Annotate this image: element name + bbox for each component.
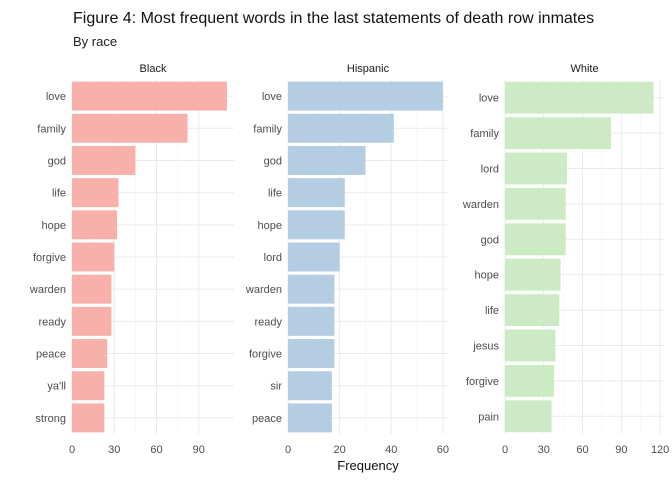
bar-black [72,242,115,272]
x-tick-label: 40 [385,444,397,456]
chart-title: Figure 4: Most frequent words in the las… [73,10,594,27]
panel-hispanic: Hispanic 0 20 40 60 love family god life hope lord… [245,63,449,456]
panels-group: Black 0 30 60 90 love family god life hope forgive… [29,63,669,456]
category-label: life [52,188,66,200]
bar-white [505,152,568,185]
bar-white [505,329,556,362]
x-tick-label: 20 [333,444,345,456]
bar-black [72,339,108,369]
bar-black [72,210,118,240]
bar-hispanic [288,145,366,175]
x-tick-label: 0 [285,444,291,456]
bar-black [72,145,136,175]
bar-hispanic [288,210,345,240]
category-label: peace [252,413,282,425]
category-label: hope [258,220,282,232]
bar-hispanic [288,403,332,433]
category-label: love [262,91,282,103]
bar-hispanic [288,274,335,304]
x-tick-label: 30 [108,444,120,456]
bar-black [72,274,112,304]
bar-hispanic [288,81,443,111]
category-label: forgive [466,376,499,388]
chart-subtitle: By race [73,34,117,49]
category-label: hope [475,270,499,282]
category-label: pain [478,411,499,423]
category-label: lord [264,252,282,264]
panel-black: Black 0 30 60 90 love family god life hope forgive… [29,63,234,456]
panel-strip-label: White [570,63,598,75]
category-label: strong [35,413,66,425]
x-tick-label: 30 [538,444,550,456]
bar-hispanic [288,339,335,369]
x-axis-label: Frequency [337,458,399,473]
bar-hispanic [288,306,335,336]
panel-strip-label: Hispanic [347,63,390,75]
panel-strip-label: Black [140,63,167,75]
bar-black [72,113,188,143]
x-tick-label: 60 [576,444,588,456]
category-label: god [264,155,282,167]
category-label: family [253,123,282,135]
category-label: god [48,155,66,167]
x-tick-label: 0 [502,444,508,456]
category-label: love [479,93,499,105]
category-label: forgive [33,252,66,264]
category-label: warden [245,284,282,296]
x-tick-label: 60 [437,444,449,456]
category-label: ready [38,316,66,328]
bar-white [505,400,552,433]
bar-hispanic [288,113,394,143]
category-label: ready [254,316,282,328]
category-label: love [46,91,66,103]
bar-white [505,223,566,256]
category-label: family [470,128,499,140]
bar-hispanic [288,371,332,401]
category-label: family [37,123,66,135]
category-label: hope [42,220,66,232]
category-label: peace [36,349,66,361]
category-label: forgive [249,349,282,361]
category-label: warden [29,284,66,296]
x-tick-label: 0 [69,444,75,456]
bar-black [72,371,105,401]
category-label: sir [270,381,282,393]
category-label: life [485,305,499,317]
category-label: warden [462,199,499,211]
bar-hispanic [288,178,345,208]
bar-white [505,117,611,150]
x-tick-label: 120 [651,444,669,456]
bar-white [505,364,555,397]
bar-black [72,81,227,111]
bar-hispanic [288,242,340,272]
x-tick-label: 90 [193,444,205,456]
category-label: ya'll [47,381,66,393]
category-label: god [481,234,499,246]
bar-white [505,187,566,220]
category-label: life [268,188,282,200]
bar-black [72,403,105,433]
bar-white [505,258,561,291]
x-tick-label: 90 [615,444,627,456]
category-label: lord [481,164,499,176]
category-label: jesus [472,341,499,353]
bar-white [505,81,654,114]
bar-white [505,294,560,327]
bar-black [72,178,119,208]
panel-white: White 0 30 60 90 120 love family lord warden god ho… [462,63,669,456]
x-tick-label: 60 [150,444,162,456]
bar-black [72,306,112,336]
